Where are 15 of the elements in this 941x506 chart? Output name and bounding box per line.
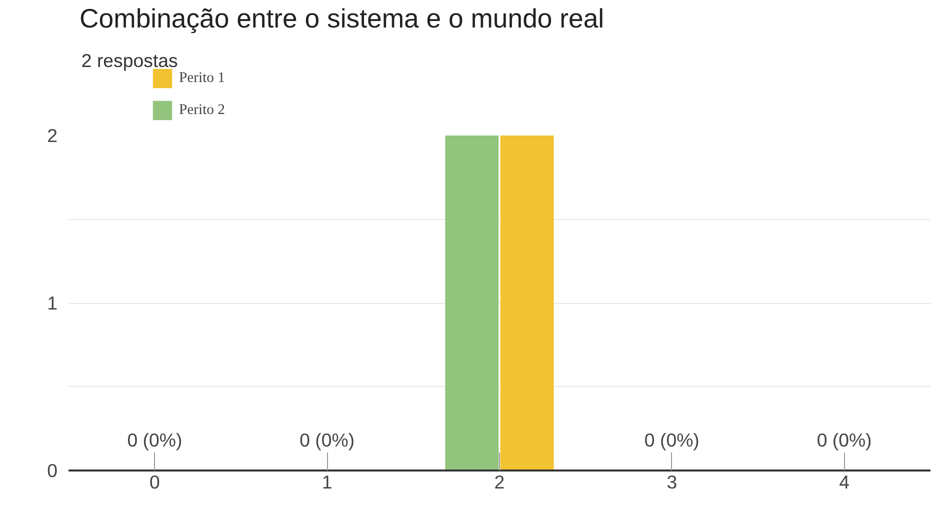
x-tick-label: 0 bbox=[150, 472, 160, 492]
data-label: 0 (0%) bbox=[644, 430, 700, 450]
x-tick-label: 1 bbox=[322, 472, 332, 492]
chart-subtitle: 2 respostas bbox=[81, 50, 178, 71]
y-tick-label: 2 bbox=[47, 125, 58, 146]
x-tick-label: 3 bbox=[666, 472, 678, 492]
y-tick-label: 1 bbox=[47, 292, 58, 314]
data-label: 0 (0%) bbox=[300, 430, 355, 450]
data-label: 0 (0%) bbox=[816, 430, 872, 450]
legend-label: Perito 1 bbox=[179, 70, 226, 86]
x-tick-label: 2 bbox=[494, 472, 505, 492]
x-tick-label: 4 bbox=[839, 472, 850, 492]
chart-title: Combinação entre o sistema e o mundo real bbox=[80, 4, 604, 34]
legend-label: Perito 2 bbox=[179, 102, 226, 118]
data-label: 0 (0%) bbox=[127, 430, 182, 450]
